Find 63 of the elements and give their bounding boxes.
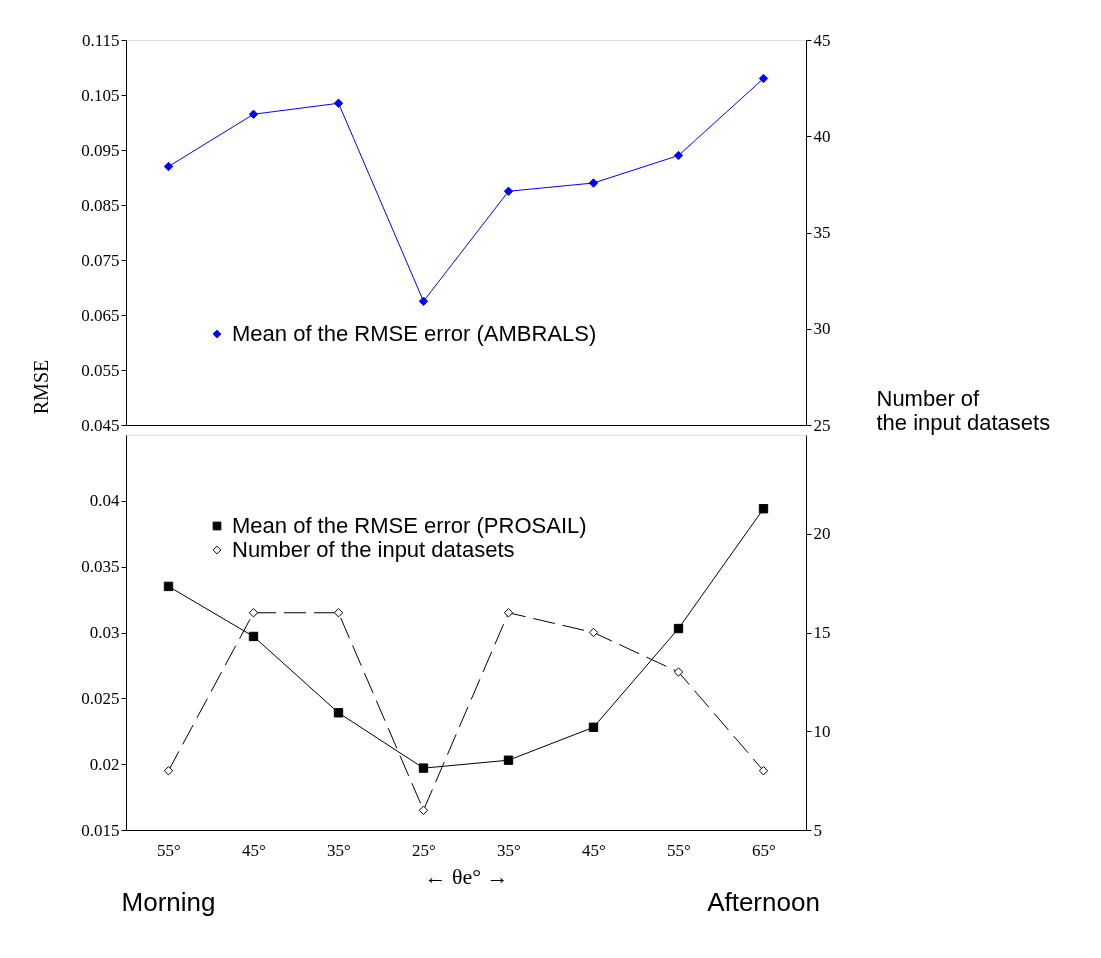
legend-label: Number of the input datasets xyxy=(232,537,515,562)
x-tick-label: 45° xyxy=(582,840,606,860)
point xyxy=(758,73,769,84)
point xyxy=(503,186,514,196)
point xyxy=(248,109,259,119)
y-tick-label: 0.04 xyxy=(89,491,120,511)
legend-label: Mean of the RMSE error (AMBRALS) xyxy=(232,321,597,346)
y2-tick-label: 25 xyxy=(813,415,831,435)
y-tick-label: 0.065 xyxy=(81,305,120,325)
point xyxy=(503,755,514,765)
y-tick-label: 0.075 xyxy=(81,250,120,270)
y-tick-label: 0.035 xyxy=(81,557,120,577)
y-tick-label: 0.02 xyxy=(89,754,120,774)
y-tick-label: 0.095 xyxy=(81,140,120,160)
x-tick-label: 55° xyxy=(157,840,181,860)
point xyxy=(163,766,174,776)
point xyxy=(333,708,344,718)
point xyxy=(588,722,599,732)
y-tick-label: 0.015 xyxy=(81,820,120,840)
y-tick-label: 0.085 xyxy=(81,195,120,215)
x-axis-title: ← θe° → xyxy=(424,863,509,889)
y2-tick-label: 20 xyxy=(813,524,831,544)
point xyxy=(163,581,174,592)
y2-tick-label: 5 xyxy=(813,820,822,840)
point xyxy=(248,608,259,618)
x-tick-label: 35° xyxy=(497,840,521,860)
y2-tick-label: 30 xyxy=(813,319,831,339)
point xyxy=(163,161,174,172)
point xyxy=(758,504,769,514)
y-axis-title: RMSE xyxy=(29,359,52,415)
y2-axis-title: Number of the input datasets xyxy=(876,385,1051,435)
point xyxy=(673,623,684,634)
y-tick-label: 0.045 xyxy=(81,415,120,435)
y2-tick-label: 45 xyxy=(813,30,831,50)
point xyxy=(673,150,684,161)
point xyxy=(248,631,259,642)
point xyxy=(503,608,514,618)
y-tick-label: 0.105 xyxy=(81,85,120,105)
y-tick-label: 0.055 xyxy=(81,360,120,380)
point xyxy=(333,98,344,108)
y-tick-label: 0.025 xyxy=(81,688,120,708)
y2-tick-label: 35 xyxy=(813,223,831,242)
x-tick-label: 55° xyxy=(667,840,691,860)
y-tick-label: 0.03 xyxy=(89,623,120,642)
point xyxy=(333,608,344,618)
point xyxy=(418,296,429,306)
x-tick-label: 25° xyxy=(412,840,436,860)
point xyxy=(588,178,599,188)
legend-label: Mean of the RMSE error (PROSAIL) xyxy=(232,513,587,538)
x-tick-label: 35° xyxy=(327,840,351,860)
y-tick-label: 0.115 xyxy=(81,30,120,50)
point xyxy=(758,766,769,776)
x-tick-label: 45° xyxy=(242,840,266,860)
point xyxy=(588,627,599,638)
y2-tick-label: 40 xyxy=(813,126,831,146)
text: Afternoon xyxy=(707,887,820,917)
y2-tick-label: 15 xyxy=(813,623,831,642)
y2-tick-label: 10 xyxy=(813,721,831,741)
point xyxy=(418,805,429,815)
point xyxy=(673,667,684,677)
x-tick-label: 65° xyxy=(752,840,776,860)
text: Morning xyxy=(121,887,216,917)
point xyxy=(418,763,429,773)
